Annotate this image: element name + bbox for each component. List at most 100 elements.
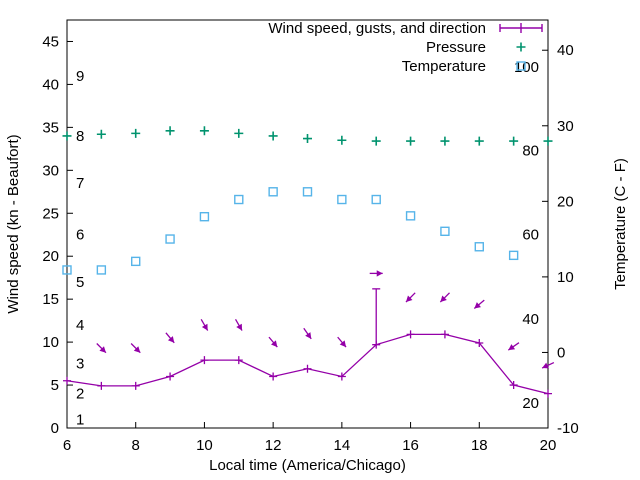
pressure-point [268,131,278,141]
beaufort-scale-label: 4 [76,317,84,334]
x-axis-tick-label: 12 [265,437,282,454]
pressure-point [62,131,72,141]
pressure-point [509,136,519,146]
x-axis-tick-label: 10 [196,437,213,454]
plot-frame [66,19,549,429]
pressure-point [371,136,381,146]
wind-speed-point [337,372,346,381]
wind-speed-point [406,330,415,339]
temperature-point [405,211,416,221]
x-axis-tick-label: 6 [63,437,71,454]
legend-label: Pressure [426,39,486,56]
pressure-point [234,128,244,138]
pressure-point [337,135,347,145]
wind-speed-point [63,376,71,385]
wind-direction-arrowhead [440,295,447,303]
temperature-point [474,242,484,252]
x-axis-tick-label: 8 [132,437,140,454]
fahrenheit-scale-label: 100 [514,59,539,76]
temperature-point [508,250,519,261]
x-axis-tick-label: 18 [471,437,488,454]
wind-direction-arrowhead [542,362,549,369]
pressure-point [199,126,209,136]
wind-direction-arrowhead [167,336,175,343]
temperature-point [337,194,347,205]
temperature-point [199,211,210,222]
pressure-point [96,129,106,139]
wind-speed-point [97,381,106,390]
y2-axis-title: Temperature (C - F) [612,158,629,290]
fahrenheit-scale-label: 60 [522,227,539,244]
temperature-point [62,265,72,275]
y-axis-tick-label: 10 [42,334,59,351]
temperature-point [96,265,107,275]
x-axis-title: Local time (America/Chicago) [209,457,406,474]
wind-speed-point [544,389,552,398]
pressure-point [440,136,450,146]
wind-speed-point [269,372,278,381]
y2-axis-tick-label: 20 [557,193,574,210]
legend-label: Wind speed, gusts, and direction [268,20,486,37]
temperature-point [440,226,450,237]
wind-direction-arrowhead [474,302,481,309]
wind-direction-arrowhead [305,332,312,339]
wind-direction-arrowhead [508,344,516,351]
fahrenheit-scale-label: 40 [522,311,539,328]
y-axis-tick-label: 30 [42,162,59,179]
fahrenheit-scale-label: 80 [522,143,539,160]
legend-swatch-pressure [516,42,526,52]
y-axis-tick-label: 15 [42,291,59,308]
x-axis-tick-label: 20 [540,437,557,454]
y-axis-tick-label: 25 [42,205,59,222]
temperature-point [268,187,278,197]
y-axis-tick-label: 5 [51,377,59,394]
legend-swatch-wind-ticks [499,23,543,33]
temperature-point [131,256,141,267]
y2-axis-tick-label: 0 [557,344,565,361]
beaufort-scale-label: 9 [76,68,84,85]
y-axis-tick-label: 20 [42,248,59,265]
y2-axis-tick-label: 30 [557,118,574,135]
temperature-point [165,234,175,244]
beaufort-scale-label: 5 [76,274,84,291]
y2-axis-tick-label: -10 [557,420,579,437]
y-axis-tick-label: 40 [42,76,59,93]
wind-speed-point [475,338,484,347]
beaufort-scale-label: 3 [76,356,84,373]
wind-direction-arrowhead [236,323,243,331]
pressure-point [406,136,416,146]
beaufort-scale-label: 1 [76,411,84,428]
y-axis-tick-label: 0 [51,420,59,437]
pressure-point [303,134,312,144]
wind-speed-point [440,330,449,339]
wind-speed-point [303,364,312,373]
pressure-point [543,136,553,146]
legend-label: Temperature [402,58,486,75]
pressure-point [131,128,141,138]
beaufort-scale-label: 2 [76,386,84,403]
wind-direction-arrowhead [376,270,383,277]
wind-direction-arrowhead [133,346,141,353]
wind-speed-point [166,372,175,381]
pressure-point [165,126,175,136]
beaufort-scale-label: 7 [76,175,84,192]
wind-speed-point [509,381,518,390]
wind-direction-arrowhead [271,340,278,348]
x-axis-tick-label: 16 [402,437,419,454]
x-axis-tick-label: 14 [334,437,351,454]
wind-direction-arrowhead [339,340,347,348]
wind-speed-point [200,356,209,365]
wind-direction-arrowhead [99,346,106,353]
temperature-point [302,187,313,197]
y2-axis-tick-label: 40 [557,42,574,59]
wind-speed-point [234,356,243,365]
pressure-point [474,136,484,146]
y2-axis-tick-label: 10 [557,269,574,286]
beaufort-scale-label: 8 [76,128,84,145]
fahrenheit-scale-label: 20 [522,395,539,412]
wind-direction-arrowhead [201,323,208,331]
y-axis-title: Wind speed (kn - Beaufort) [5,134,22,313]
temperature-point [371,194,381,205]
